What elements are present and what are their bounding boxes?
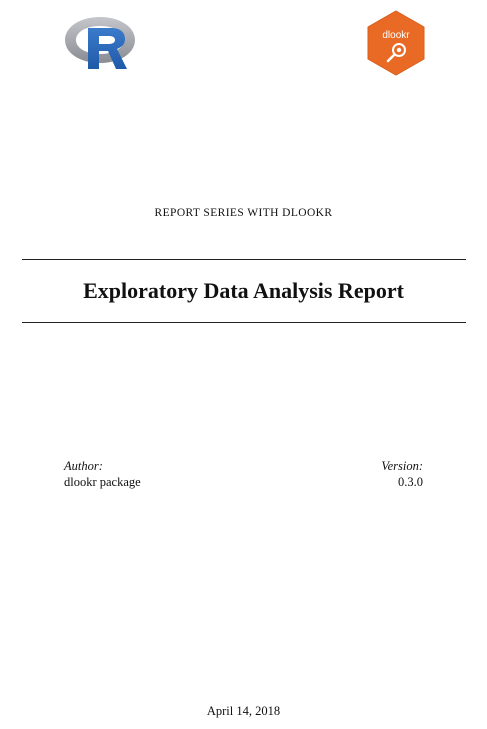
r-logo-icon (65, 17, 135, 69)
version-label: Version: (381, 459, 423, 473)
report-title: Exploratory Data Analysis Report (83, 278, 404, 303)
dlookr-hex-logo-icon: dlookr (367, 10, 425, 76)
version-block: Version: 0.3.0 (381, 458, 423, 490)
report-date: April 14, 2018 (206, 704, 281, 718)
dlookr-logo-text: dlookr (382, 30, 410, 41)
version-value: 0.3.0 (398, 475, 423, 489)
title-bottom-rule (22, 322, 466, 323)
report-series-label: REPORT SERIES WITH DLOOKR (154, 207, 333, 219)
title-top-rule (22, 259, 466, 260)
author-label: Author: (64, 459, 103, 473)
author-block: Author: dlookr package (64, 458, 141, 490)
author-value: dlookr package (64, 475, 141, 489)
